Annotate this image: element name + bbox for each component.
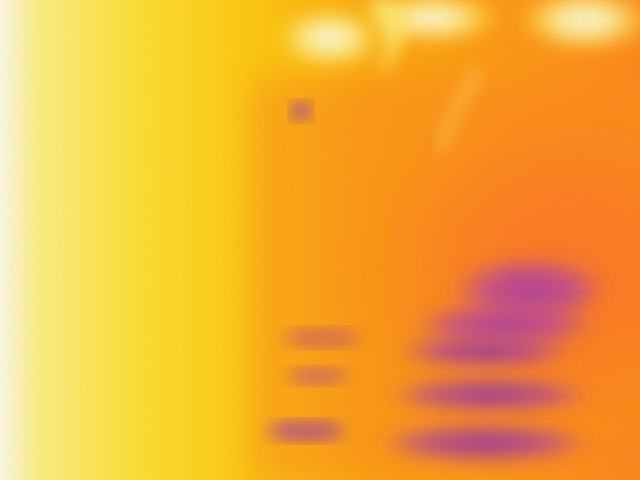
sensor-grain <box>0 0 640 480</box>
thermal-image <box>0 0 640 480</box>
thermal-image-frame <box>0 0 640 480</box>
